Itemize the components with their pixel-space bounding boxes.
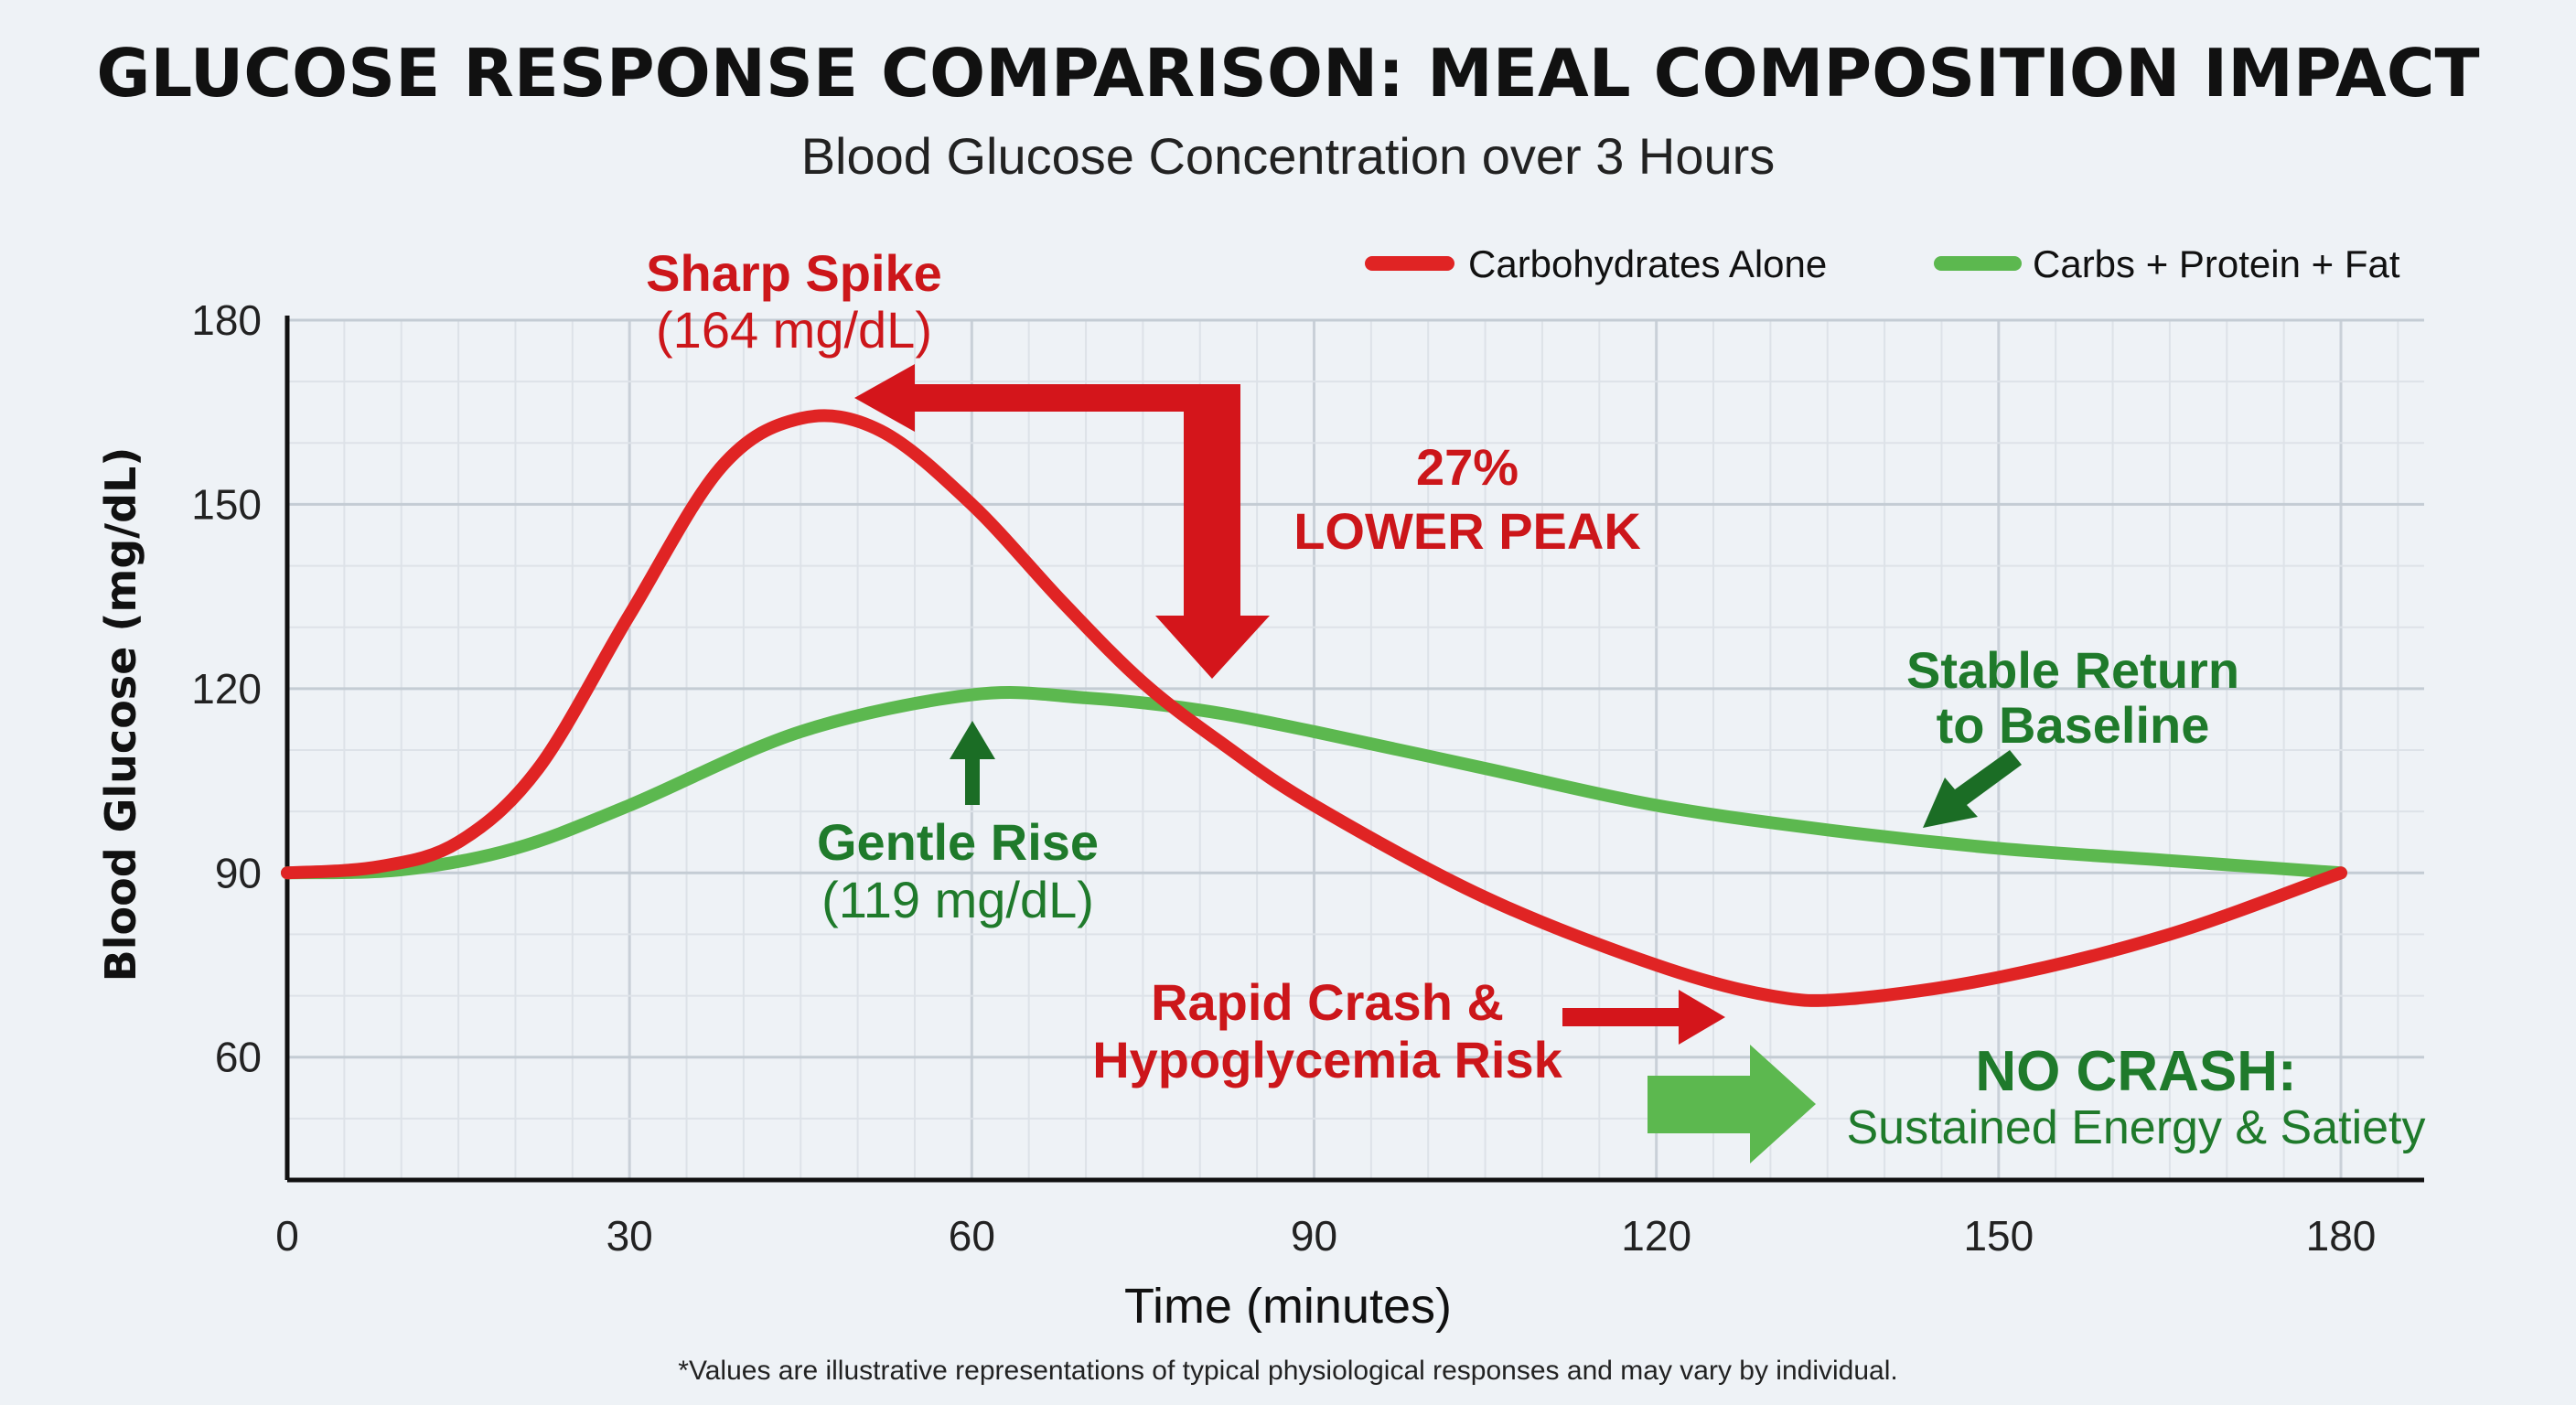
x-tick-label: 0 (275, 1212, 299, 1260)
y-tick-label: 180 (191, 296, 262, 344)
annotation-spike-title: Sharp Spike (646, 244, 942, 302)
annotation-gentle-value: (119 mg/dL) (821, 871, 1094, 928)
series-lines (281, 409, 2347, 1007)
x-tick-label: 60 (949, 1212, 995, 1260)
gentle-rise-arrow (950, 721, 995, 805)
y-tick-label: 60 (215, 1034, 262, 1081)
annotation-gentle-title: Gentle Rise (817, 813, 1099, 871)
y-tick-label: 150 (191, 480, 262, 528)
y-axis-label: Blood Glucose (mg/dL) (96, 447, 145, 982)
peak-reduction-arrow (854, 364, 1270, 679)
annotation-lower-pct: 27% (1416, 438, 1519, 496)
grid (287, 318, 2424, 1180)
series-line-carbs (281, 409, 2347, 1007)
annotation-spike-value: (164 mg/dL) (656, 301, 932, 359)
x-tick-label: 90 (1291, 1212, 1337, 1260)
annotations: Sharp Spike (164 mg/dL) 27% LOWER PEAK G… (646, 244, 2426, 1164)
annotation-stable-2: to Baseline (1937, 696, 2210, 754)
x-tick-label: 30 (606, 1212, 653, 1260)
crash-arrow (1562, 990, 1725, 1045)
footnote: *Values are illustrative representations… (678, 1356, 1897, 1386)
y-tick-label: 90 (215, 849, 262, 896)
stable-return-arrow (1923, 750, 2022, 828)
legend-label-mixed: Carbs + Protein + Fat (2033, 242, 2400, 285)
x-tick-label: 150 (1963, 1212, 2034, 1260)
axes: 60 90 120 150 180 0 30 60 90 120 150 180 (191, 296, 2424, 1260)
y-tick-label: 120 (191, 665, 262, 713)
x-tick-label: 180 (2306, 1212, 2377, 1260)
annotation-nocrash-2: Sustained Energy & Satiety (1846, 1101, 2425, 1154)
annotation-lower-text: LOWER PEAK (1293, 502, 1641, 560)
annotation-crash-1: Rapid Crash & (1151, 973, 1504, 1031)
chart-subtitle: Blood Glucose Concentration over 3 Hours (801, 127, 1776, 185)
annotation-nocrash-1: NO CRASH: (1975, 1040, 2296, 1103)
chart-title: GLUCOSE RESPONSE COMPARISON: MEAL COMPOS… (96, 35, 2479, 112)
annotation-stable-1: Stable Return (1906, 641, 2239, 699)
no-crash-arrow (1648, 1045, 1816, 1164)
legend-label-carbs: Carbohydrates Alone (1468, 242, 1827, 285)
x-axis-label: Time (minutes) (1124, 1279, 1452, 1334)
annotation-crash-2: Hypoglycemia Risk (1092, 1031, 1562, 1089)
legend: Carbohydrates Alone Carbs + Protein + Fa… (1365, 242, 2400, 285)
series-line-mixed (281, 686, 2347, 880)
x-tick-label: 120 (1621, 1212, 1691, 1260)
